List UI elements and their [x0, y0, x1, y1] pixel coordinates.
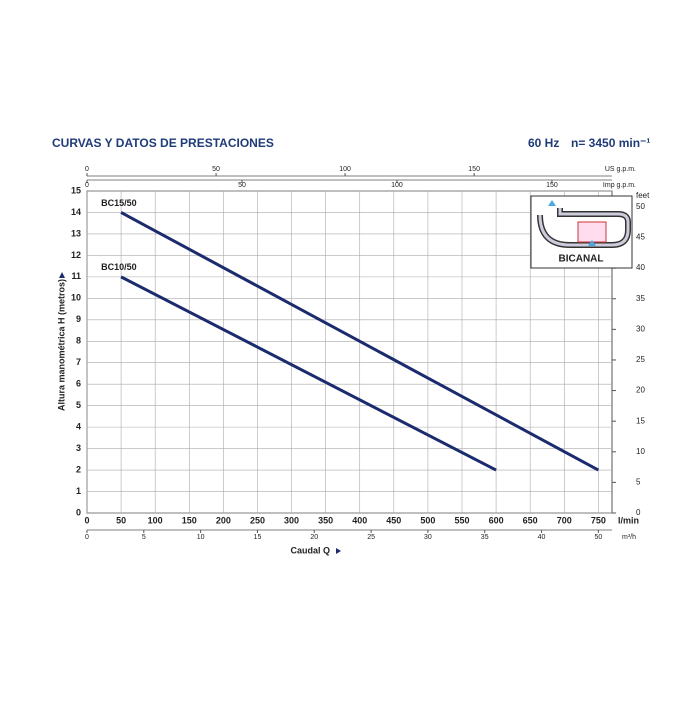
secondary-tick-label: 20	[310, 534, 318, 541]
secondary-tick-label: 100	[391, 182, 403, 189]
inset-impeller	[577, 221, 607, 243]
x-tick-label: 650	[523, 515, 538, 525]
x-tick-label: 150	[182, 515, 197, 525]
y2-tick-label: 5	[636, 478, 641, 487]
y-tick-label: 7	[76, 357, 81, 367]
secondary-tick-label: 150	[468, 166, 480, 173]
x-tick-label: 100	[148, 515, 163, 525]
x-tick-label: 550	[454, 515, 469, 525]
plot-area	[86, 190, 613, 514]
y-tick-label: 6	[76, 379, 81, 389]
y2-tick-label: 0	[636, 508, 641, 517]
y-tick-label: 9	[76, 314, 81, 324]
secondary-tick-label: 30	[424, 534, 432, 541]
y-tick-label: 4	[76, 422, 81, 432]
x-arrow	[336, 548, 341, 554]
x-unit: l/min	[618, 515, 639, 525]
y2-tick-label: 30	[636, 324, 645, 333]
x-tick-label: 50	[116, 515, 126, 525]
y2-tick-label: 45	[636, 233, 645, 242]
secondary-tick-label: 50	[212, 166, 220, 173]
y2-tick-label: 15	[636, 416, 645, 425]
series-label: BC15/50	[101, 198, 137, 208]
secondary-tick-label: 5	[142, 534, 146, 541]
y-tick-label: 10	[71, 293, 81, 303]
speed: n= 3450 min⁻¹	[571, 136, 650, 150]
y2-tick-label: 20	[636, 386, 645, 395]
y-tick-label: 14	[71, 207, 81, 217]
secondary-tick-label: 50	[238, 182, 246, 189]
curve	[120, 211, 600, 472]
y-tick-label: 3	[76, 443, 81, 453]
y2-tick-label: 25	[636, 355, 645, 364]
x-axis-label: Caudal Q	[290, 545, 330, 555]
secondary-tick-label: 150	[546, 182, 558, 189]
x-tick-label: 0	[84, 515, 89, 525]
secondary-tick-label: 0	[85, 182, 89, 189]
y-tick-label: 12	[71, 250, 81, 260]
secondary-tick-label: 40	[538, 534, 546, 541]
y2-tick-label: 40	[636, 263, 645, 272]
inset: BICANAL	[530, 195, 633, 269]
y-tick-label: 2	[76, 464, 81, 474]
y-tick-label: 8	[76, 336, 81, 346]
y-arrow	[59, 272, 65, 278]
y2-tick-label: 50	[636, 202, 645, 211]
secondary-tick-label: 0	[85, 166, 89, 173]
frequency: 60 Hz	[528, 136, 559, 150]
x-tick-label: 400	[352, 515, 367, 525]
secondary-tick-label: 35	[481, 534, 489, 541]
secondary-tick-label: 50	[594, 534, 602, 541]
secondary-tick-label: 10	[197, 534, 205, 541]
y-axis-label: Altura manométrica H (metros)	[56, 279, 66, 411]
secondary-tick-label: 0	[85, 534, 89, 541]
y-tick-label: 5	[76, 400, 81, 410]
x-tick-label: 600	[489, 515, 504, 525]
y2-unit: feet	[636, 191, 650, 200]
x-tick-label: 500	[420, 515, 435, 525]
curve	[120, 275, 497, 472]
x-tick-label: 750	[591, 515, 606, 525]
y2-tick-label: 35	[636, 294, 645, 303]
secondary-unit: Imp g.p.m.	[603, 182, 636, 189]
chart-title: CURVAS Y DATOS DE PRESTACIONES	[52, 136, 274, 150]
x-tick-label: 300	[284, 515, 299, 525]
series-label: BC10/50	[101, 262, 137, 272]
inset-pump-inner	[538, 208, 630, 247]
x-tick-label: 350	[318, 515, 333, 525]
x-tick-label: 450	[386, 515, 401, 525]
x-tick-label: 700	[557, 515, 572, 525]
inset-arrow	[588, 240, 596, 246]
inset-arrow	[548, 200, 556, 206]
inset-label: BICANAL	[559, 254, 604, 265]
secondary-tick-label: 25	[367, 534, 375, 541]
y-tick-label: 1	[76, 486, 81, 496]
x-tick-label: 200	[216, 515, 231, 525]
secondary-unit: m³/h	[622, 534, 636, 541]
y-tick-label: 15	[71, 185, 81, 195]
secondary-tick-label: 15	[254, 534, 262, 541]
y-tick-label: 11	[71, 271, 81, 281]
secondary-unit: US g.p.m.	[605, 166, 636, 173]
x-tick-label: 250	[250, 515, 265, 525]
y-tick-label: 0	[76, 507, 81, 517]
y2-tick-label: 10	[636, 447, 645, 456]
y-tick-label: 13	[71, 228, 81, 238]
secondary-tick-label: 100	[339, 166, 351, 173]
